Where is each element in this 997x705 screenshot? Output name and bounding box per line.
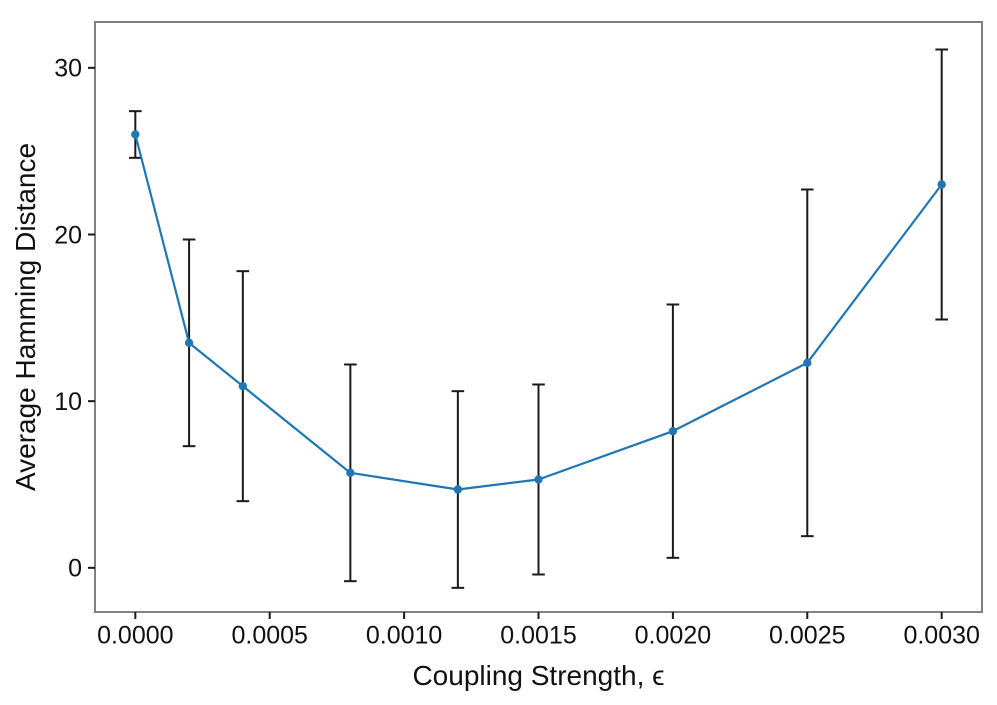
- data-point: [453, 485, 463, 494]
- x-tick-label: 0.0010: [366, 622, 442, 650]
- y-tick-label: 0: [68, 555, 82, 583]
- data-point: [131, 130, 140, 139]
- x-tick-label: 0.0020: [635, 622, 711, 650]
- y-axis-label: Average Hamming Distance: [10, 142, 41, 492]
- data-point: [346, 468, 355, 478]
- y-tick-label: 10: [54, 388, 82, 416]
- data-point: [937, 180, 946, 189]
- x-tick-label: 0.0025: [769, 622, 845, 650]
- data-point: [534, 475, 543, 484]
- data-point: [184, 338, 194, 348]
- x-tick-label: 0.0015: [500, 622, 576, 650]
- data-point: [668, 426, 678, 436]
- data-point: [238, 381, 248, 391]
- y-tick-label: 20: [54, 221, 82, 249]
- data-point: [803, 358, 812, 368]
- x-tick-label: 0.0030: [903, 622, 979, 650]
- x-tick-label: 0.0005: [231, 622, 307, 650]
- x-axis-label: Coupling Strength, ϵ: [412, 660, 665, 691]
- x-tick-label: 0.0000: [97, 622, 173, 650]
- y-tick-label: 30: [54, 55, 82, 83]
